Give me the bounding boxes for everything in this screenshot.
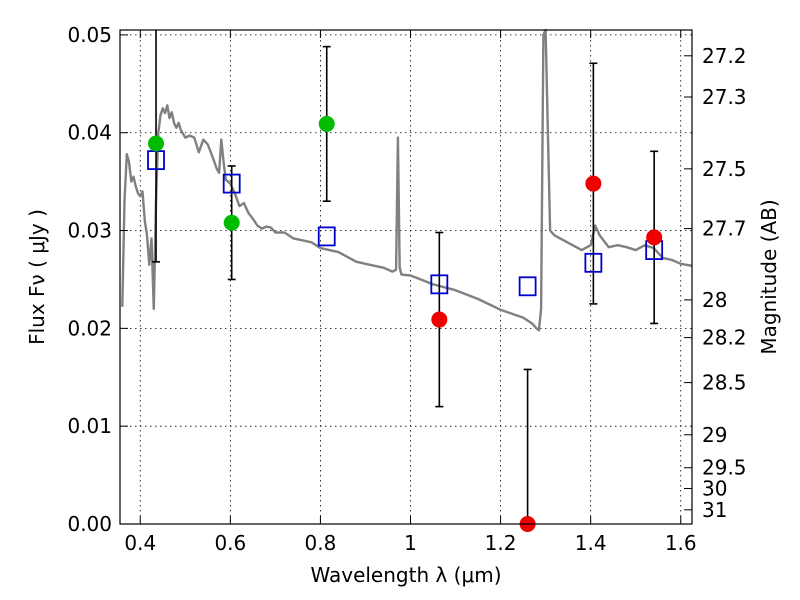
mag-tick-label: 27.3 [702, 85, 747, 109]
mag-tick-label: 29 [702, 423, 727, 447]
x-tick-label: 1 [404, 531, 417, 555]
model-photometry-squares [147, 150, 664, 297]
observed-point [431, 311, 448, 328]
plot-frame [119, 29, 693, 525]
mag-tick-label: 29.5 [702, 456, 747, 480]
model-square [584, 252, 603, 273]
y-tick-label: 0.03 [67, 219, 112, 243]
mag-tick-label: 27.2 [702, 44, 747, 68]
y-tick-label: 0.01 [67, 414, 112, 438]
model-square [430, 274, 449, 295]
model-square [518, 276, 537, 297]
mag-tick-label: 27.7 [702, 217, 747, 241]
y-tick-label: 0.04 [67, 121, 112, 145]
observed-point [585, 175, 602, 192]
mag-tick-label: 28 [702, 288, 727, 312]
y-tick-label: 0.05 [67, 23, 112, 47]
observed-point [646, 229, 663, 246]
model-square [222, 173, 241, 194]
model-spectrum-line [121, 28, 693, 332]
mag-tick-label: 27.5 [702, 157, 747, 181]
observed-photometry-points [148, 115, 663, 532]
mag-tick-label: 31 [702, 498, 727, 522]
right-axis-title: Magnitude (AB) [757, 199, 781, 354]
mag-tick-label: 30 [702, 476, 727, 500]
y-tick-label: 0.00 [67, 512, 112, 536]
observed-point [223, 214, 240, 231]
x-tick-label: 0.4 [124, 531, 156, 555]
axis-ticks: 0.4 0.6 0.8 1 1.2 1.4 1.6 0.00 0.01 0.02 0.03 0.04 0… [67, 23, 746, 555]
observed-point [148, 135, 165, 152]
x-tick-label: 1.4 [575, 531, 607, 555]
x-tick-label: 0.8 [305, 531, 337, 555]
y-tick-label: 0.02 [67, 316, 112, 340]
observed-point [318, 115, 335, 132]
spectrum-line [121, 28, 693, 332]
mag-tick-label: 28.5 [702, 371, 747, 395]
model-square [317, 226, 336, 247]
x-tick-label: 0.6 [214, 531, 246, 555]
y-axis-title: Flux Fν ( μJy ) [25, 209, 49, 345]
mag-tick-label: 28.2 [702, 326, 747, 350]
x-tick-label: 1.2 [485, 531, 517, 555]
x-axis-title: Wavelength λ (μm) [310, 563, 501, 587]
x-tick-label: 1.6 [665, 531, 697, 555]
